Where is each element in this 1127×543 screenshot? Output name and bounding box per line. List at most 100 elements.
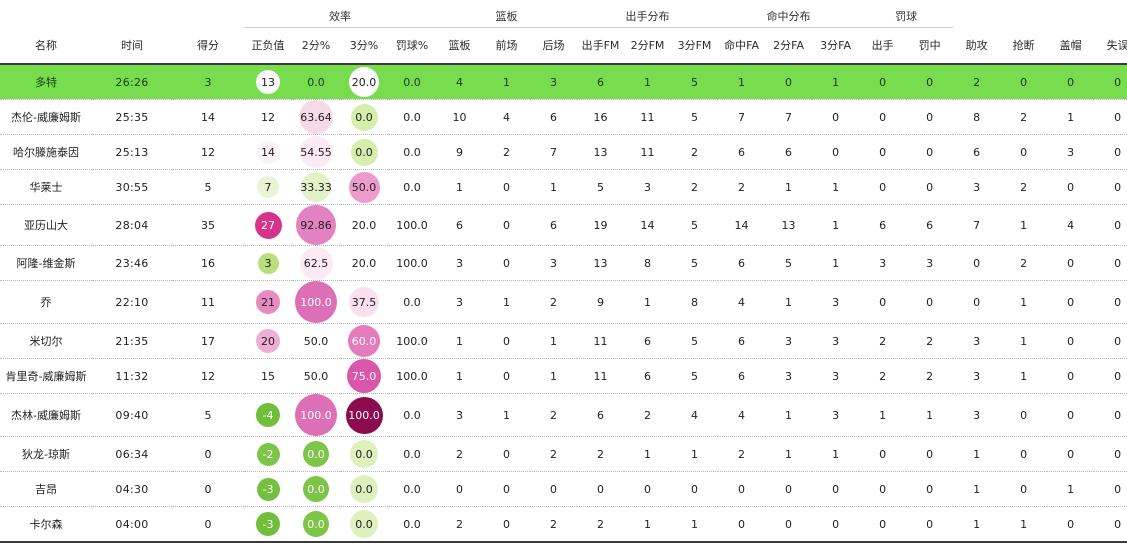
column-header-10[interactable]: 出手FM bbox=[577, 27, 625, 65]
stat-bubble-pct3: 100.0 bbox=[345, 396, 383, 434]
stat-cell-dreb: 2 bbox=[530, 280, 578, 324]
stat-cell-fgm: 6 bbox=[577, 393, 625, 437]
stat-cell-fta: 6 bbox=[859, 204, 907, 246]
stat-cell-tov: 0 bbox=[1094, 280, 1127, 324]
stat-cell-ftm: 0 bbox=[906, 280, 954, 324]
minutes-cell: 06:34 bbox=[92, 436, 172, 472]
stat-cell-fga: 6 bbox=[718, 134, 766, 170]
column-header-9[interactable]: 后场 bbox=[530, 27, 578, 65]
column-header-19[interactable]: 抢断 bbox=[1000, 27, 1048, 65]
stat-cell-tov: 0 bbox=[1094, 506, 1127, 543]
group-header-5: 罚球 bbox=[859, 0, 954, 28]
stat-cell-pct2: 100.0 bbox=[292, 393, 340, 437]
table-row[interactable]: 哈尔滕施泰因 25:13 12 14 54.55 0.0 0.0 9 2 7 13 11 2 6 6 0 0 0 6… bbox=[0, 134, 1127, 170]
stat-cell-pts: 0 bbox=[172, 436, 244, 472]
player-name-cell: 乔 bbox=[0, 280, 92, 324]
stat-cell-ftm: 1 bbox=[906, 393, 954, 437]
column-header-12[interactable]: 3分FM bbox=[671, 27, 719, 65]
stat-cell-fg2a: 1 bbox=[765, 169, 813, 205]
stat-cell-pctft: 0.0 bbox=[388, 99, 436, 135]
stat-cell-ast: 3 bbox=[953, 169, 1001, 205]
stat-cell-pct2: 100.0 bbox=[292, 280, 340, 324]
stat-cell-pm: 3 bbox=[244, 245, 292, 281]
stat-cell-ast: 3 bbox=[953, 358, 1001, 394]
stat-cell-pct3: 0.0 bbox=[340, 436, 388, 472]
minutes-cell: 09:40 bbox=[92, 393, 172, 437]
stat-cell-reb: 6 bbox=[436, 204, 483, 246]
stat-cell-reb: 3 bbox=[436, 280, 483, 324]
stat-cell-fg2m: 1 bbox=[624, 436, 672, 472]
column-header-7[interactable]: 篮板 bbox=[436, 27, 483, 65]
table-row[interactable]: 亚历山大 28:04 35 27 92.86 20.0 100.0 6 0 6 19 14 5 14 13 1… bbox=[0, 204, 1127, 246]
stat-cell-ast: 1 bbox=[953, 506, 1001, 543]
stat-bubble-pm: 13 bbox=[256, 70, 280, 94]
column-header-21[interactable]: 失误 bbox=[1094, 27, 1127, 65]
stat-cell-reb: 9 bbox=[436, 134, 483, 170]
table-row[interactable]: 阿隆-维金斯 23:46 16 3 62.5 20.0 100.0 3 0 3 13 8 5 6 5 1 3 3 0… bbox=[0, 245, 1127, 281]
stat-cell-stl: 2 bbox=[1000, 169, 1048, 205]
stat-cell-fg3m: 0 bbox=[671, 471, 719, 507]
stat-cell-fg2a: 13 bbox=[765, 204, 813, 246]
stat-cell-ast: 8 bbox=[953, 99, 1001, 135]
table-row[interactable]: 杰林-威廉姆斯 09:40 5 -4 100.0 100.0 0.0 3 1 2 6 2 4 4 1 3 1 1 3… bbox=[0, 393, 1127, 437]
column-header-20[interactable]: 盖帽 bbox=[1047, 27, 1095, 65]
table-row[interactable]: 米切尔 21:35 17 20 50.0 60.0 100.0 1 0 1 11 6 5 6 3 3 2 2 3 1 0… bbox=[0, 323, 1127, 359]
stat-cell-tov: 0 bbox=[1094, 471, 1127, 507]
stat-bubble-pct2: 63.64 bbox=[299, 100, 333, 134]
stat-cell-fg3m: 5 bbox=[671, 358, 719, 394]
column-header-17[interactable]: 罚中 bbox=[906, 27, 954, 65]
column-header-16[interactable]: 出手 bbox=[859, 27, 907, 65]
stat-cell-pct3: 75.0 bbox=[340, 358, 388, 394]
column-header-15[interactable]: 3分FA bbox=[812, 27, 860, 65]
column-header-3[interactable]: 正负值 bbox=[244, 27, 292, 65]
stat-cell-stl: 2 bbox=[1000, 245, 1048, 281]
stat-bubble-pct2: 0.0 bbox=[303, 511, 329, 537]
stat-bubble-pct3: 20.0 bbox=[351, 256, 377, 270]
stat-cell-pctft: 100.0 bbox=[388, 323, 436, 359]
stat-cell-fg2m: 1 bbox=[624, 64, 672, 100]
stat-cell-reb: 10 bbox=[436, 99, 483, 135]
stat-cell-ast: 3 bbox=[953, 393, 1001, 437]
stat-cell-tov: 0 bbox=[1094, 204, 1127, 246]
stat-cell-pm: 14 bbox=[244, 134, 292, 170]
stat-cell-stl: 1 bbox=[1000, 506, 1048, 543]
minutes-cell: 30:55 bbox=[92, 169, 172, 205]
column-header-13[interactable]: 命中FA bbox=[718, 27, 766, 65]
column-header-6[interactable]: 罚球% bbox=[388, 27, 436, 65]
stat-cell-blk: 0 bbox=[1047, 358, 1095, 394]
minutes-cell: 04:00 bbox=[92, 506, 172, 543]
column-header-18[interactable]: 助攻 bbox=[953, 27, 1001, 65]
stat-cell-fg3a: 3 bbox=[812, 280, 860, 324]
stat-cell-fgm: 16 bbox=[577, 99, 625, 135]
stat-cell-fg3m: 4 bbox=[671, 393, 719, 437]
column-header-11[interactable]: 2分FM bbox=[624, 27, 672, 65]
table-row[interactable]: 肯里奇-威廉姆斯 11:32 12 15 50.0 75.0 100.0 1 0 1 11 6 5 6 3 3… bbox=[0, 358, 1127, 394]
stat-bubble-pct2: 33.33 bbox=[300, 172, 332, 202]
column-header-8[interactable]: 前场 bbox=[483, 27, 530, 65]
stat-cell-pct3: 0.0 bbox=[340, 134, 388, 170]
column-header-14[interactable]: 2分FA bbox=[765, 27, 813, 65]
stat-cell-blk: 1 bbox=[1047, 99, 1095, 135]
stat-cell-ast: 1 bbox=[953, 471, 1001, 507]
column-header-0[interactable]: 名称 bbox=[0, 27, 92, 65]
stat-cell-fg3m: 5 bbox=[671, 323, 719, 359]
table-row[interactable]: 杰伦-威廉姆斯 25:35 14 12 63.64 0.0 0.0 10 4 6 16 11 5 7 7 0 0… bbox=[0, 99, 1127, 135]
stat-cell-fgm: 11 bbox=[577, 323, 625, 359]
column-header-4[interactable]: 2分% bbox=[292, 27, 340, 65]
column-header-row: 名称 时间 得分 正负值 2分% 3分% 罚球% 篮板 前场 后场 出手FM 2分FM 3分FM 命中FA… bbox=[0, 27, 1127, 65]
stat-cell-reb: 1 bbox=[436, 169, 483, 205]
column-header-2[interactable]: 得分 bbox=[172, 27, 244, 65]
stat-bubble-pct2: 100.0 bbox=[295, 394, 337, 436]
column-header-5[interactable]: 3分% bbox=[340, 27, 388, 65]
column-header-1[interactable]: 时间 bbox=[92, 27, 172, 65]
stat-cell-fgm: 13 bbox=[577, 134, 625, 170]
stat-cell-fga: 0 bbox=[718, 471, 766, 507]
stat-cell-pts: 17 bbox=[172, 323, 244, 359]
player-name-cell: 吉昂 bbox=[0, 471, 92, 507]
